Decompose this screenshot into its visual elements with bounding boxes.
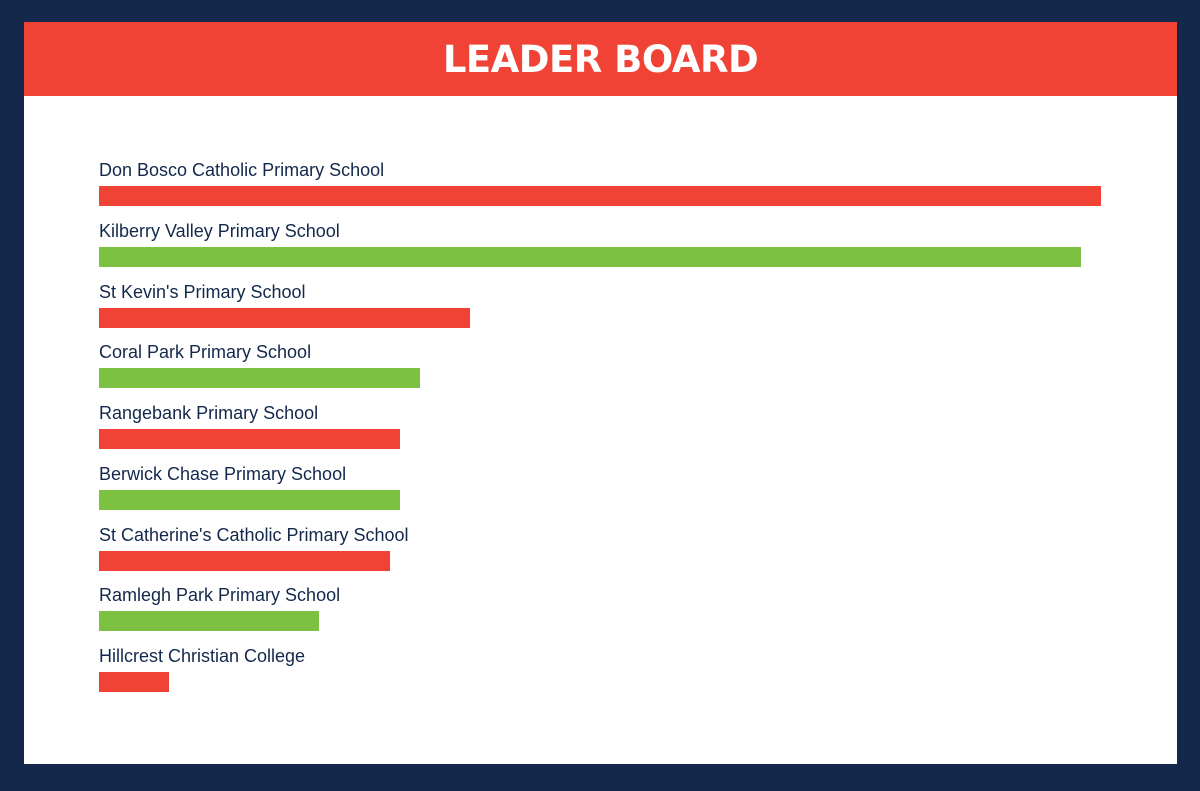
school-name-label: Don Bosco Catholic Primary School xyxy=(99,160,385,180)
leaderboard-row: Rangebank Primary School xyxy=(99,401,1109,462)
score-bar xyxy=(99,368,420,389)
leaderboard-title: LEADER BOARD xyxy=(442,37,759,81)
leaderboard-row: Hillcrest Christian College xyxy=(99,644,1109,705)
leaderboard-row: Coral Park Primary School xyxy=(99,340,1109,401)
school-name-label: Rangebank Primary School xyxy=(99,403,319,423)
school-name-label: St Kevin's Primary School xyxy=(99,281,306,302)
leaderboard-row: Berwick Chase Primary School xyxy=(99,462,1109,523)
score-bar xyxy=(99,611,319,632)
school-name-label: Berwick Chase Primary School xyxy=(99,463,347,484)
score-bar xyxy=(99,307,470,328)
leaderboard-row: St Kevin's Primary School xyxy=(99,280,1109,341)
score-bar xyxy=(99,246,1081,267)
leaderboard-row: Don Bosco Catholic Primary School xyxy=(99,158,1109,219)
score-bar xyxy=(99,672,169,692)
leaderboard-row: St Catherine's Catholic Primary School xyxy=(99,523,1109,584)
school-name-label: Kilberry Valley Primary School xyxy=(99,220,340,241)
score-bar xyxy=(99,186,1101,206)
school-name-label: St Catherine's Catholic Primary School xyxy=(99,524,409,545)
score-bar xyxy=(99,550,390,571)
leaderboard-row: Kilberry Valley Primary School xyxy=(99,219,1109,280)
school-name-label: Ramlegh Park Primary School xyxy=(99,585,341,606)
leaderboard-row: Ramlegh Park Primary School xyxy=(99,583,1109,644)
school-name-label: Hillcrest Christian College xyxy=(99,646,306,666)
leaderboard-banner: LEADER BOARD xyxy=(24,22,1177,96)
score-bar xyxy=(99,429,400,449)
score-bar xyxy=(99,489,400,510)
school-name-label: Coral Park Primary School xyxy=(99,342,312,363)
leaderboard-panel: LEADER BOARD Don Bosco Catholic Primary … xyxy=(24,22,1177,764)
